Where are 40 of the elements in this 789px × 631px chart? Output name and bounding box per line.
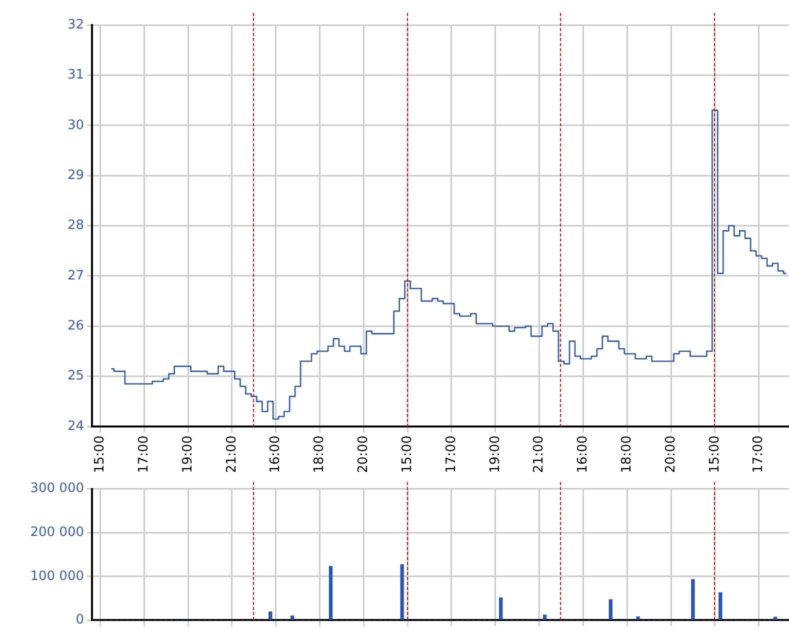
bar [691, 579, 695, 620]
x-tick-label: 17:00 [136, 436, 152, 474]
x-tick-label: 21:00 [532, 436, 547, 474]
bar [400, 564, 404, 620]
y-tick-label: 29 [67, 168, 84, 183]
bar [718, 592, 722, 620]
y-tick-label: 28 [67, 218, 84, 234]
x-tick-label: 19:00 [180, 436, 196, 474]
y-tick-label: 24 [67, 418, 84, 434]
bar [499, 598, 503, 620]
x-tick-label: 17:00 [751, 436, 766, 474]
y-tick-label: 32 [67, 17, 84, 32]
x-tick-label: 18:00 [312, 436, 328, 474]
x-tick-label: 18:00 [619, 436, 634, 474]
y-tick-label: 25 [67, 368, 84, 384]
y-tick-label: 0 [76, 612, 84, 628]
x-tick-label: 19:00 [488, 436, 503, 474]
x-tick-label: 15:00 [92, 436, 108, 474]
x-tick-label: 20:00 [356, 436, 372, 474]
bar [773, 616, 778, 620]
y-tick-label: 26 [67, 318, 84, 334]
x-tick-label: 20:00 [663, 436, 678, 474]
y-tick-label: 30 [67, 118, 84, 133]
x-tick-label: 17:00 [444, 436, 459, 474]
bar [328, 566, 333, 620]
y-tick-label: 31 [67, 68, 84, 83]
bar [608, 599, 612, 620]
bar [290, 615, 294, 620]
x-tick-label: 15:00 [400, 436, 415, 474]
x-tick-label: 21:00 [224, 436, 240, 474]
bar [268, 612, 272, 620]
x-tick-label: 16:00 [576, 436, 591, 474]
bar [542, 614, 547, 620]
y-tick-label: 200 000 [30, 524, 84, 540]
y-tick-label: 27 [67, 268, 84, 284]
x-tick-label: 16:00 [268, 436, 284, 474]
y-tick-label: 300 000 [30, 481, 84, 496]
bar [636, 616, 640, 620]
y-tick-label: 100 000 [30, 568, 84, 584]
x-tick-label: 15:00 [707, 436, 722, 474]
